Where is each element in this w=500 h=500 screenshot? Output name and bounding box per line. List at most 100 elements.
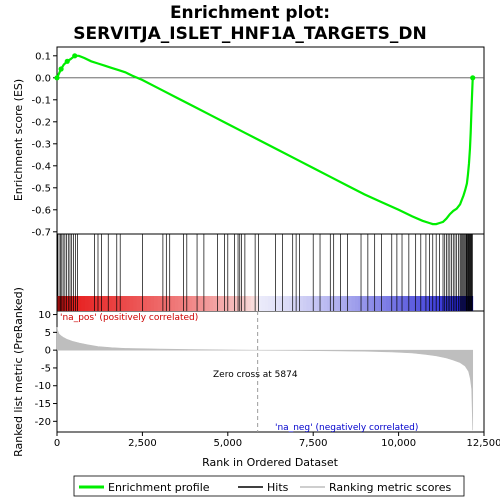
x-tick-label: 10,000 <box>381 438 416 449</box>
plot-title-line2: SERVITJA_ISLET_HNF1A_TARGETS_DN <box>73 24 426 44</box>
heat-strip-segment <box>285 296 290 311</box>
heat-strip-segment <box>334 296 339 311</box>
heat-strip-segment <box>351 296 356 311</box>
legend: Enrichment profile Hits Ranking metric s… <box>73 475 465 497</box>
es-y-axis-label: Enrichment score (ES) <box>12 79 25 201</box>
x-axis-ticks: 0 2,500 5,000 7,500 10,000 12,500 <box>54 432 500 449</box>
heat-strip-segment <box>209 296 214 311</box>
heat-strip-segment <box>102 296 106 311</box>
metric-y-tick-label: -15 <box>35 399 51 410</box>
heat-strip-segment <box>178 296 183 311</box>
heat-strip-segment <box>244 296 248 311</box>
enrichment-marker <box>72 53 78 59</box>
heat-strip-segment <box>157 296 162 311</box>
heat-strip-segment <box>403 296 408 311</box>
metric-y-tick-label: 10 <box>38 310 51 321</box>
enrichment-marker <box>54 75 60 81</box>
heat-strip-segment <box>375 296 380 311</box>
heat-strip-segment <box>264 296 269 311</box>
heat-strip-segment <box>223 296 228 311</box>
heat-strip-segment <box>251 296 255 311</box>
legend-metric-label: Ranking metric scores <box>329 481 451 494</box>
heat-strip-segment <box>74 296 79 311</box>
heat-strip-segment <box>226 296 231 311</box>
heat-strip-segment <box>434 296 439 311</box>
ranking-metric-area <box>56 326 474 431</box>
heat-strip-segment <box>410 296 415 311</box>
heat-strip-segment <box>372 296 377 311</box>
heat-strip-segment <box>154 296 158 311</box>
ranking-metric-fill <box>56 326 474 431</box>
metric-y-tick-label: -5 <box>41 363 51 374</box>
heat-strip-segment <box>171 296 176 311</box>
heat-strip-segment <box>60 296 65 311</box>
heat-strip-segment <box>275 296 280 311</box>
heat-strip-segment <box>316 296 321 311</box>
heat-strip-segment <box>67 296 72 311</box>
heat-strip-segment <box>202 296 207 311</box>
zero-cross-label: Zero cross at 5874 <box>213 370 298 380</box>
heat-strip-segment <box>95 296 99 311</box>
heat-strip-segment <box>233 296 238 311</box>
heat-strip-segment <box>77 296 82 311</box>
enrichment-marker <box>58 66 64 72</box>
heat-strip-segment <box>420 296 425 311</box>
legend-hits-label: Hits <box>267 481 289 494</box>
heat-strip-segment <box>386 296 390 311</box>
heat-strip-segment <box>88 296 93 311</box>
metric-y-tick-label: 5 <box>45 328 51 339</box>
enrichment-marker <box>470 75 476 81</box>
es-y-tick-label: -0.6 <box>31 205 51 216</box>
heat-strip-segment <box>271 296 276 311</box>
heat-strip-segment <box>379 296 384 311</box>
heat-strip-segment <box>240 296 245 311</box>
heat-strip-segment <box>361 296 366 311</box>
heat-strip-segment <box>320 296 325 311</box>
heat-strip-segment <box>354 296 359 311</box>
rank-heat-strip <box>57 296 474 311</box>
neg-correlated-label: 'na_neg' (negatively correlated) <box>275 423 418 433</box>
x-tick-label: 12,500 <box>467 438 500 449</box>
es-y-tick-label: 0.1 <box>35 51 51 62</box>
heat-strip-segment <box>309 296 314 311</box>
pos-correlated-label: 'na_pos' (positively correlated) <box>60 313 198 323</box>
metric-y-tick-label: 0 <box>45 346 51 357</box>
heat-strip-segment <box>330 296 335 311</box>
heat-strip-segment <box>150 296 155 311</box>
heat-strip-segment <box>268 296 273 311</box>
hit-lines <box>57 234 473 311</box>
heat-strip-segment <box>108 296 113 311</box>
enrichment-panel-frame <box>56 46 485 235</box>
heat-strip-segment <box>63 296 68 311</box>
heat-strip-segment <box>282 296 287 311</box>
es-y-tick-label: -0.3 <box>31 139 51 150</box>
heat-strip-segment <box>441 296 446 311</box>
heat-strip-segment <box>112 296 117 311</box>
heat-strip-segment <box>119 296 124 311</box>
plot-title-line1: Enrichment plot: <box>170 3 330 23</box>
x-tick-label: 5,000 <box>213 438 242 449</box>
heat-strip-segment <box>417 296 422 311</box>
heat-strip-segment <box>296 296 300 311</box>
heat-strip-segment <box>81 296 86 311</box>
heat-strip-segment <box>341 296 345 311</box>
heat-strip-segment <box>368 296 373 311</box>
heat-strip-segment <box>292 296 297 311</box>
heat-strip-segment <box>115 296 120 311</box>
metric-y-axis-label: Ranked list metric (PreRanked) <box>12 287 25 457</box>
enrichment-profile-line <box>56 54 474 226</box>
heat-strip-segment <box>129 296 134 311</box>
enrichment-marker <box>64 58 70 64</box>
legend-box <box>73 475 465 497</box>
heat-strip-segment <box>393 296 397 311</box>
heat-strip-segment <box>455 296 460 311</box>
es-y-tick-label: -0.5 <box>31 183 51 194</box>
heat-strip-segment <box>133 296 138 311</box>
heat-strip-segment <box>143 296 148 311</box>
metric-y-tick-label: -20 <box>35 417 51 428</box>
enrichment-profile-path <box>56 54 474 226</box>
heat-strip-segment <box>237 296 242 311</box>
heat-strip-segment <box>205 296 210 311</box>
es-y-tick-label: 0.0 <box>35 73 51 84</box>
heat-strip-segment <box>122 296 127 311</box>
